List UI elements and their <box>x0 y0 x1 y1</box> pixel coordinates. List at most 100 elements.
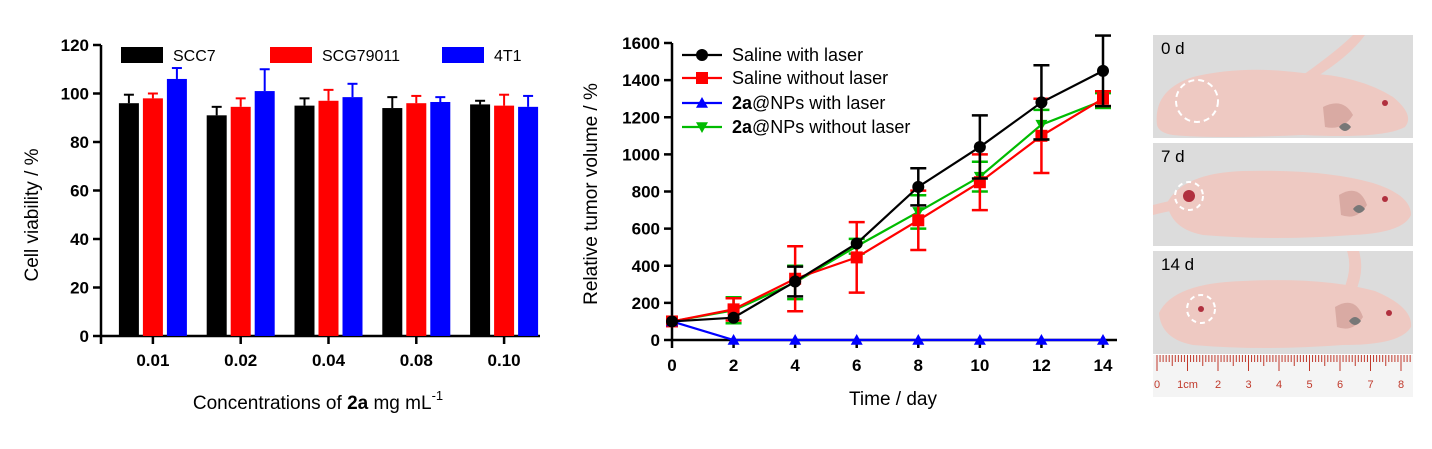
mouse-ear <box>1323 103 1353 128</box>
line-marks <box>666 34 1111 345</box>
line-series <box>666 34 1111 328</box>
mouse-photo-day7: 7 d <box>1153 143 1413 246</box>
bar-y-tick-label: 80 <box>70 133 89 152</box>
photo-label-day0: 0 d <box>1161 39 1185 58</box>
tumor-region-circle <box>1175 79 1219 123</box>
legend-label-text: @NPs without laser <box>752 117 910 137</box>
line-y-tick-label: 1600 <box>622 34 660 53</box>
ruler-label: 0 <box>1154 379 1160 391</box>
bar-legend-label: SCG79011 <box>322 48 400 65</box>
data-point-triangle-up <box>850 334 863 345</box>
bar <box>406 103 427 336</box>
data-point-triangle-up <box>1035 334 1048 345</box>
data-point-circle <box>727 311 740 324</box>
mouse-tail <box>1303 35 1365 79</box>
bar <box>118 103 139 336</box>
mouse-photo-day0: 0 d <box>1153 35 1413 138</box>
bar-y-tick-label: 0 <box>80 327 89 346</box>
bar-legend-swatch <box>442 47 484 63</box>
mouse-tail <box>1343 251 1362 293</box>
mouse-clip <box>1339 123 1351 131</box>
line-y-tick-label: 200 <box>632 294 660 313</box>
bar-x-axis: 0.01 0.02 0.04 0.08 0.10 <box>101 334 540 370</box>
data-point-circle <box>789 275 802 288</box>
legend-compound: 2a <box>732 93 753 113</box>
bar-x-tick-label: 0.04 <box>312 351 346 370</box>
series-line <box>671 69 1104 323</box>
ruler-label: 4 <box>1276 379 1282 391</box>
mouse-clip <box>1349 317 1361 325</box>
bar <box>206 115 227 336</box>
bar-x-label-compound: 2a <box>347 393 369 414</box>
bar-x-tick-label: 0.01 <box>136 351 169 370</box>
line-x-axis-label: Time / day <box>849 389 937 410</box>
photo-label-day14: 14 d <box>1161 255 1195 274</box>
mouse-body <box>1159 280 1412 348</box>
mouse-photo-day14: 14 d <box>1153 251 1413 354</box>
bar <box>318 100 339 337</box>
data-point-triangle-up <box>696 97 708 108</box>
tumor-spot <box>1198 306 1204 312</box>
line-y-tick-label: 0 <box>651 331 660 350</box>
line-y-tick-label: 1400 <box>622 71 660 90</box>
bar-legend-label: 4T1 <box>494 48 522 65</box>
data-point-triangle-up <box>912 334 925 345</box>
line-x-tick-label: 2 <box>729 356 738 375</box>
legend-label-text: @NPs with laser <box>752 93 885 113</box>
ruler-label: 7 <box>1367 379 1373 391</box>
line-x-axis: 0 2 4 6 8 10 12 14 <box>667 338 1117 375</box>
line-y-tick-label: 600 <box>632 220 660 239</box>
line-x-tick-label: 10 <box>970 356 989 375</box>
bar-y-tick-label: 100 <box>61 85 89 104</box>
line-y-axis-label: Relative tumor volume / % <box>581 83 602 305</box>
bar-y-tick-label: 120 <box>61 36 89 55</box>
line-x-tick-label: 12 <box>1032 356 1051 375</box>
line-x-tick-label: 4 <box>790 356 800 375</box>
bar <box>254 91 275 336</box>
data-point-triangle-up <box>1097 334 1109 345</box>
line-y-axis: 0 200 400 600 800 1000 1200 1400 1600 <box>622 34 674 350</box>
bar <box>470 104 491 336</box>
series-line <box>671 320 1103 342</box>
bar-y-tick-label: 60 <box>70 182 89 201</box>
bar <box>166 78 187 336</box>
series-line <box>671 97 1104 323</box>
line-x-tick-label: 6 <box>852 356 861 375</box>
line-y-tick-label: 1200 <box>622 108 660 127</box>
mouse-body <box>1167 170 1411 238</box>
bar-x-tick-label: 0.02 <box>224 351 257 370</box>
bar <box>430 101 451 336</box>
data-point-triangle-down <box>696 122 708 133</box>
bar-legend-swatch <box>270 47 312 63</box>
ruler-label: 5 <box>1306 379 1312 391</box>
ruler: 0 1cm 2 3 4 5 6 7 8 <box>1153 355 1413 397</box>
mouse-eye <box>1382 196 1388 202</box>
data-point-square <box>912 214 925 227</box>
line-y-tick-label: 800 <box>632 183 660 202</box>
ruler-label: 8 <box>1398 379 1404 391</box>
line-x-tick-label: 8 <box>914 356 923 375</box>
line-y-tick-label: 1000 <box>622 145 660 164</box>
cell-viability-bar-chart: 0 20 40 60 80 100 120 0.01 0.02 0.04 0.08 0.10 SCC… <box>22 36 540 414</box>
data-point-circle <box>912 180 925 193</box>
mouse-eye <box>1382 100 1388 106</box>
data-point-circle <box>850 237 863 250</box>
data-point-square <box>696 72 708 84</box>
data-point-circle <box>1035 96 1048 109</box>
tumor-region-circle <box>1186 294 1216 324</box>
data-point-circle <box>1097 64 1109 77</box>
ruler-label: 6 <box>1337 379 1343 391</box>
line-y-tick-label: 400 <box>632 257 660 276</box>
photo-label-day7: 7 d <box>1161 147 1185 166</box>
bar-y-tick-label: 40 <box>70 230 89 249</box>
line-legend-label: 2a@NPs with laser <box>732 93 885 113</box>
line-legend-label: 2a@NPs without laser <box>732 117 910 137</box>
bar-y-tick-label: 20 <box>70 279 89 298</box>
bar-y-axis-label: Cell viability / % <box>22 148 43 281</box>
line-legend-label: Saline with laser <box>732 45 863 65</box>
bar-legend: SCC7 SCG79011 4T1 <box>121 47 522 65</box>
ruler-label: 1cm <box>1177 379 1198 391</box>
series-line <box>671 99 1104 323</box>
bar-legend-swatch <box>121 47 163 63</box>
legend-compound: 2a <box>732 117 753 137</box>
